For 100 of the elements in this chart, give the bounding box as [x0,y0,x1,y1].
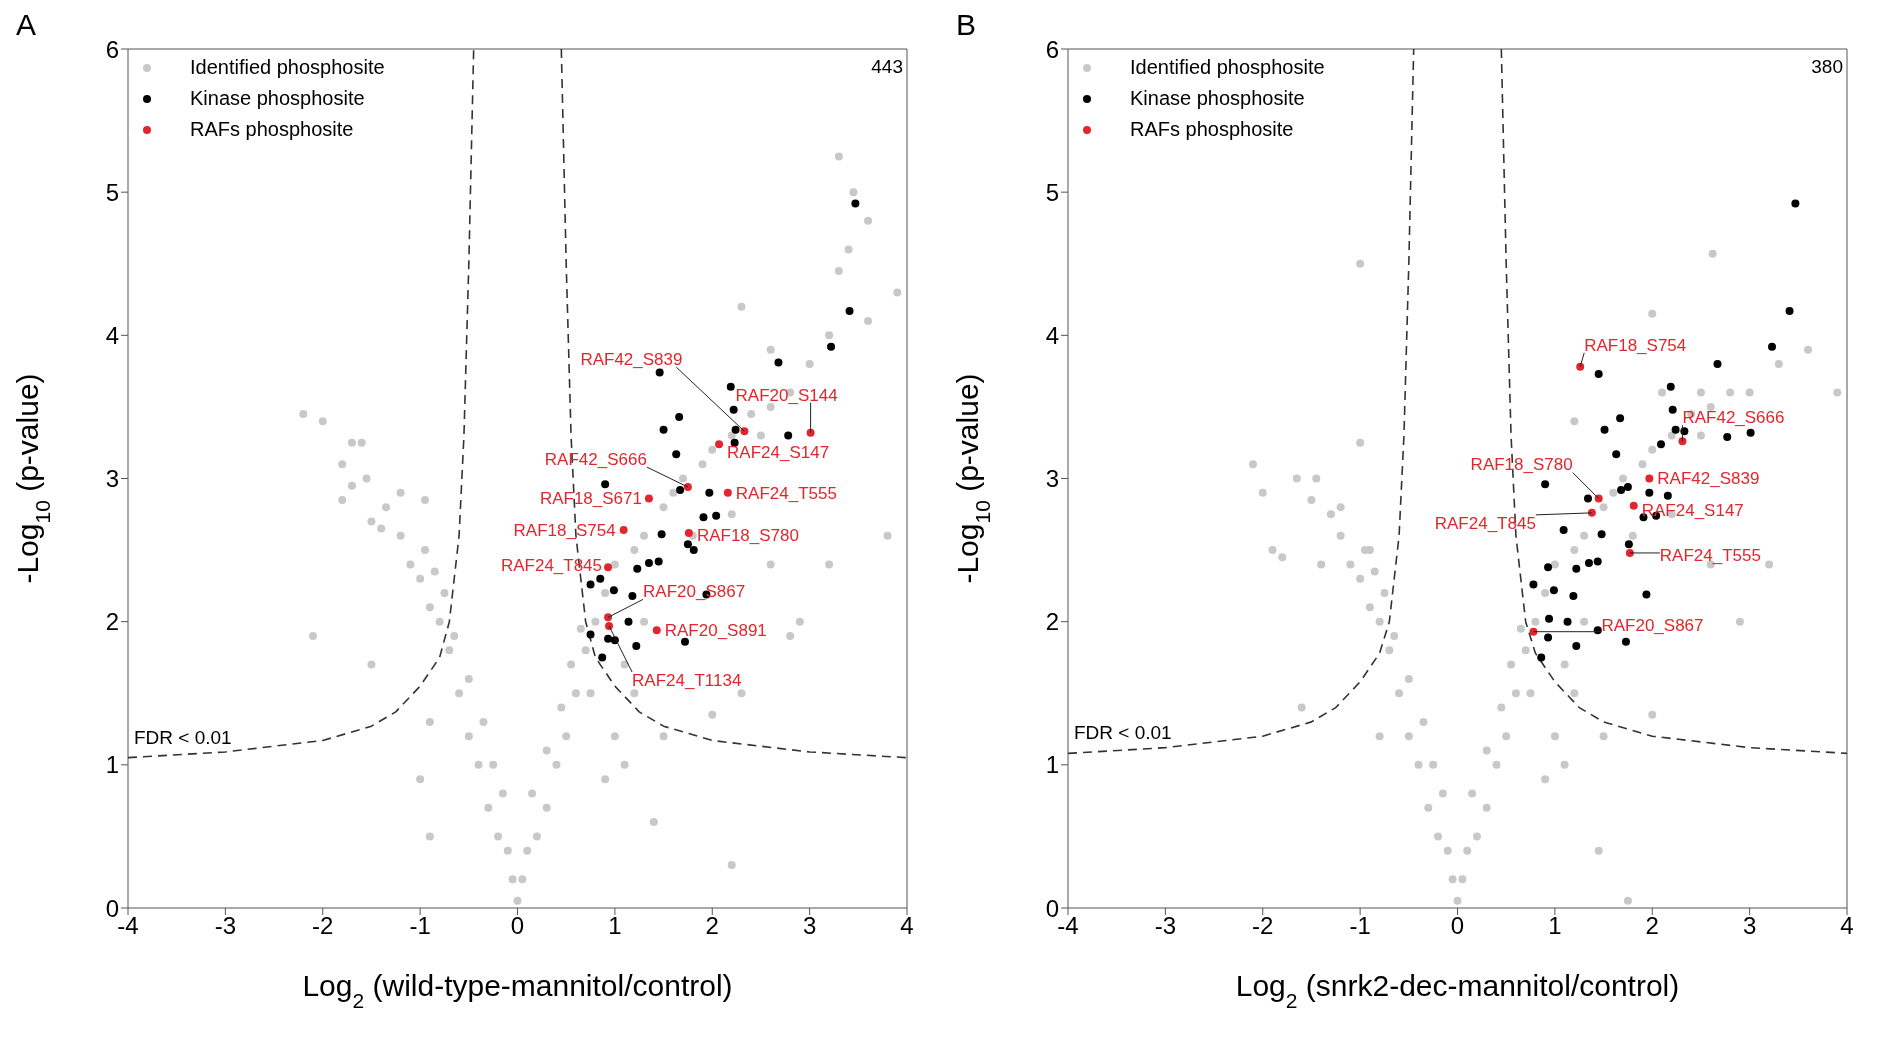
point [726,382,735,391]
x-tick-label: 1 [1548,912,1562,940]
point [1597,530,1606,539]
x-tick-label: 2 [705,912,719,940]
annotation: FDR < 0.01 [134,726,232,748]
point [598,653,607,662]
point [1544,563,1553,572]
point [1666,382,1675,391]
point [1544,633,1553,642]
point [644,494,653,503]
point [1723,432,1732,441]
x-tick-label: 4 [900,912,914,940]
legend-label: Identified phosphosite [190,55,385,80]
annotation: 443 [871,56,903,77]
point [1563,617,1572,626]
point [1569,591,1578,600]
y-tick-label: 0 [1045,894,1059,922]
point [619,526,628,535]
point [1572,564,1581,573]
point [1559,526,1568,535]
legend-label: Kinase phosphosite [1130,86,1305,111]
x-tick-label: 1 [608,912,622,940]
point [1645,488,1654,497]
y-tick-label: 2 [1045,608,1059,636]
x-tick-label: 3 [1742,912,1757,940]
point [1616,414,1625,423]
point [774,358,783,367]
annotation: RAF20_S144 [735,385,838,405]
point [1583,494,1592,503]
point [827,342,836,351]
annotation: RAF18_S671 [539,489,642,509]
annotation: RAF24_T845 [1434,513,1536,533]
point [675,412,684,421]
x-tick-label: -2 [1252,912,1274,940]
point [633,564,642,573]
point [1629,501,1638,510]
point [676,485,685,494]
point [586,580,595,589]
point [609,586,618,595]
y-tick-label: 1 [105,751,119,779]
point [604,634,613,643]
point [1537,653,1546,662]
point [845,307,854,315]
point [1678,437,1687,446]
y-tick-label: 6 [105,35,119,63]
point [1671,425,1680,434]
x-axis-title: Log$_{2}$ (wild-type-mannitol/control) [302,969,733,1012]
annotation: RAF20_S867 [643,582,746,602]
y-tick-label: 4 [1045,321,1059,349]
point [1529,580,1538,589]
y-tick-label: 2 [105,608,119,636]
point [1621,637,1630,646]
x-tick-label: 2 [1645,912,1659,940]
point [1623,483,1632,492]
point [659,425,668,434]
annotation: RAF24_S147 [727,443,830,463]
point [683,540,692,549]
point [1529,627,1538,636]
x-tick-label: -2 [312,912,334,940]
point [624,617,633,626]
x-tick-label: -4 [1057,912,1079,940]
point [806,428,815,437]
line-series [128,49,475,759]
point [1572,642,1581,651]
point [1645,474,1654,483]
point [605,621,614,630]
point [712,511,721,520]
x-tick-label: 0 [510,912,525,940]
x-axis-title: Log$_{2}$ (snrk2-dec-mannitol/control) [1235,969,1680,1012]
annotation: RAF20_S891 [664,621,767,641]
annotation: RAF42_S839 [1657,469,1760,489]
point [1657,440,1666,449]
point [601,480,610,489]
point [652,626,661,635]
point [1549,586,1558,595]
annotation: RAF20_S867 [1601,615,1704,635]
point [1663,491,1672,500]
point [851,199,860,208]
point [784,431,793,440]
point [684,528,693,537]
point [672,450,681,459]
x-tick-label: -1 [409,912,431,940]
annotation: RAF42_S666 [544,450,647,470]
point [657,530,666,539]
line-series [1068,49,1415,755]
annotation: RAF24_S147 [1641,500,1744,520]
point [715,440,724,449]
annotation: FDR < 0.01 [1074,722,1172,744]
annotation: RAF18_S754 [513,520,616,540]
point [699,513,708,522]
point [1768,342,1777,351]
point [1642,590,1651,599]
point [1545,614,1554,623]
annotation: RAF24_T1134 [632,670,742,690]
point [628,591,637,600]
annotation: RAF24_T555 [735,483,837,503]
point [1612,450,1621,459]
point [1600,425,1609,434]
annotation: RAF18_S780 [696,525,799,545]
point [632,642,641,651]
